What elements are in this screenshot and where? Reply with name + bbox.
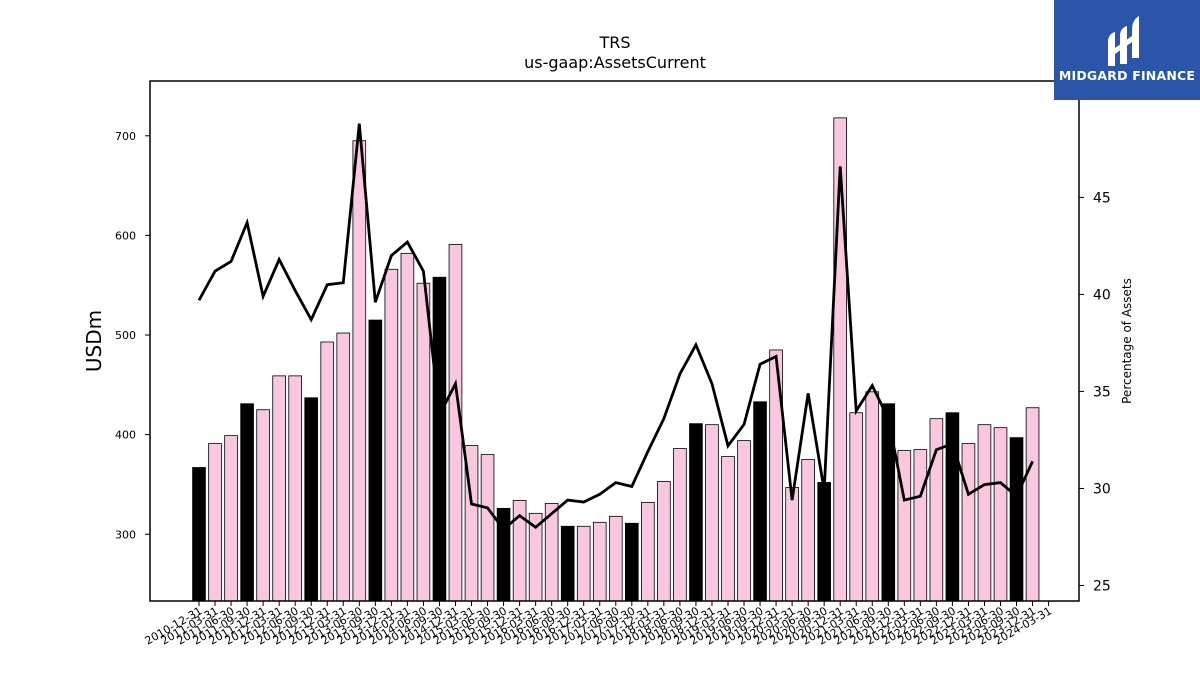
bar xyxy=(993,427,1008,602)
brand-name: MIDGARD FINANCE xyxy=(1058,68,1196,83)
y-tick-label: 600 xyxy=(115,229,136,242)
bar xyxy=(849,412,864,602)
bar xyxy=(192,467,206,602)
y2-axis-label: Percentage of Assets xyxy=(1120,278,1134,404)
bar xyxy=(705,424,719,602)
bar xyxy=(1025,407,1040,602)
bar xyxy=(1009,437,1024,602)
bar xyxy=(368,319,383,602)
chart-title: TRS xyxy=(598,33,630,52)
bar xyxy=(560,525,575,602)
bar xyxy=(753,401,767,602)
y-axis-label: USDm xyxy=(82,310,106,372)
bar xyxy=(961,443,976,602)
bar xyxy=(865,391,880,602)
bar xyxy=(737,440,751,602)
bar xyxy=(625,522,639,602)
x-axis-ticks: 2010-12-312011-03-312011-06-302011-09-30… xyxy=(143,601,1054,648)
bar xyxy=(881,403,896,602)
bar xyxy=(336,332,351,602)
bar xyxy=(320,341,335,602)
bar xyxy=(304,397,319,602)
left-axis-ticks: 300 400 500 600 700 xyxy=(115,130,150,541)
bar xyxy=(817,482,831,602)
bar xyxy=(384,268,399,602)
bar xyxy=(608,515,623,602)
y-tick-label: 300 xyxy=(115,528,136,541)
bar-series xyxy=(192,117,1040,602)
bar xyxy=(288,375,302,602)
y-tick-label: 700 xyxy=(115,130,136,143)
bar xyxy=(801,459,815,602)
chart-subtitle: us-gaap:AssetsCurrent xyxy=(524,53,706,72)
bar xyxy=(416,282,431,602)
bar xyxy=(224,435,238,602)
bar xyxy=(641,501,655,602)
right-axis-ticks: 25 30 35 40 45 xyxy=(1079,190,1111,594)
bar xyxy=(977,424,992,602)
bar xyxy=(576,525,591,602)
bar xyxy=(240,403,254,602)
bar xyxy=(592,521,607,602)
plot-frame xyxy=(149,80,1080,602)
bar xyxy=(272,375,286,602)
bar xyxy=(721,456,735,602)
bar xyxy=(673,448,687,602)
y2-tick-label: 35 xyxy=(1093,384,1111,400)
bar xyxy=(657,481,671,602)
y2-tick-label: 40 xyxy=(1093,287,1111,303)
bar xyxy=(256,409,270,602)
bar xyxy=(400,252,415,602)
midgard-logo-icon xyxy=(1108,16,1139,66)
bar xyxy=(208,443,222,602)
bar xyxy=(689,423,703,602)
bar xyxy=(480,454,495,602)
bar xyxy=(929,418,944,602)
line-series xyxy=(197,123,1034,532)
y-tick-label: 500 xyxy=(115,329,136,342)
bar xyxy=(785,487,799,602)
y2-tick-label: 25 xyxy=(1093,578,1111,594)
y2-tick-label: 45 xyxy=(1093,190,1111,206)
bar xyxy=(432,276,447,602)
y2-tick-label: 30 xyxy=(1093,481,1111,497)
percentage-line xyxy=(197,123,1034,532)
bar xyxy=(913,449,928,602)
y-tick-label: 400 xyxy=(115,429,136,442)
bar xyxy=(352,140,367,602)
bar xyxy=(945,412,960,602)
